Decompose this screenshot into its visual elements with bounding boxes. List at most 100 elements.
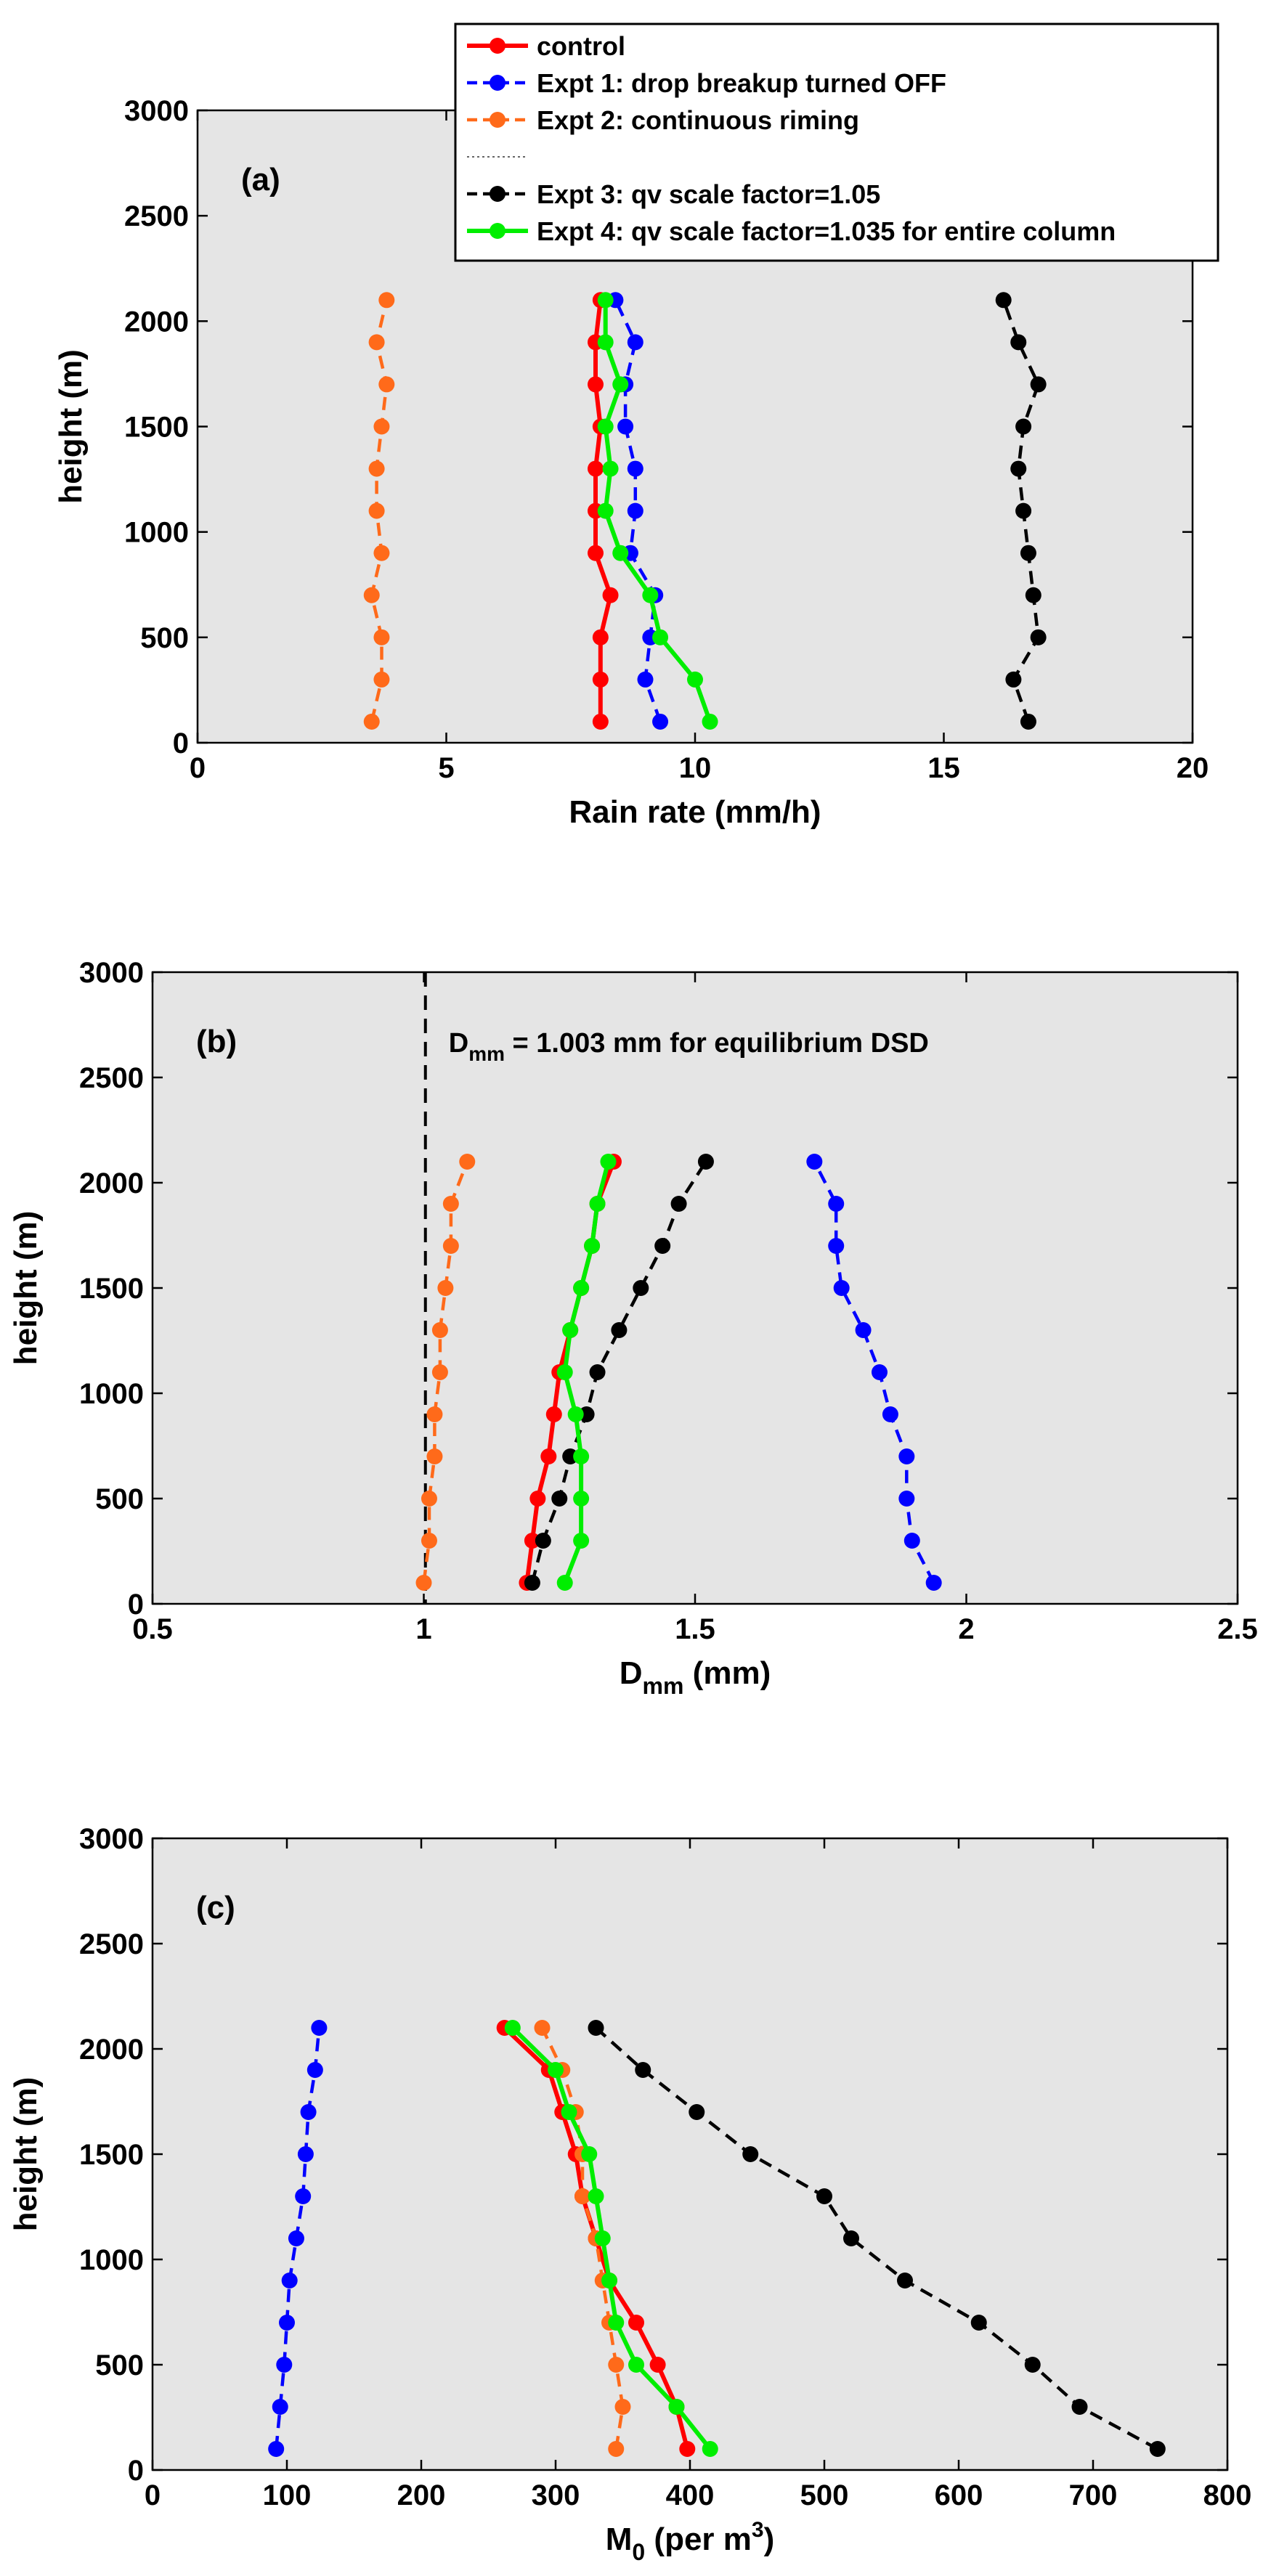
data-point bbox=[628, 2315, 644, 2331]
data-point bbox=[1020, 545, 1036, 561]
legend-label: control bbox=[537, 31, 625, 61]
data-point bbox=[268, 2441, 285, 2457]
data-point bbox=[297, 2146, 314, 2162]
data-point bbox=[368, 502, 385, 519]
data-point bbox=[421, 1491, 437, 1507]
y-tick-label: 2500 bbox=[79, 1062, 144, 1094]
x-tick-label: 0.5 bbox=[132, 1613, 173, 1645]
data-point bbox=[597, 502, 614, 519]
data-point bbox=[368, 460, 385, 477]
data-point bbox=[611, 1322, 628, 1338]
y-axis-label: height (m) bbox=[8, 2077, 44, 2232]
legend-marker bbox=[490, 223, 505, 239]
data-point bbox=[300, 2104, 317, 2120]
data-point bbox=[534, 2020, 551, 2036]
x-tick-label: 0 bbox=[190, 752, 206, 784]
series-expt-2-continuous-riming bbox=[415, 1154, 476, 1591]
panel-c: 0 100 200 300 400 500 600 700 800 0 500 1000 1500 200… bbox=[8, 1823, 1251, 2565]
data-point bbox=[1030, 629, 1047, 645]
x-axis-label: M0 (per m3) bbox=[606, 2518, 775, 2565]
legend-label: Expt 4: qv scale factor=1.035 for entire… bbox=[537, 216, 1116, 246]
x-tick-label: 700 bbox=[1069, 2479, 1118, 2511]
y-tick-label: 1500 bbox=[79, 1273, 144, 1305]
data-point bbox=[602, 587, 619, 603]
data-point bbox=[1024, 2357, 1041, 2373]
data-point bbox=[597, 292, 614, 309]
data-point bbox=[1010, 460, 1027, 477]
data-point bbox=[368, 334, 385, 351]
data-point bbox=[601, 2273, 617, 2288]
data-point bbox=[806, 1154, 823, 1170]
y-tick-label: 500 bbox=[95, 1483, 144, 1515]
data-point bbox=[373, 629, 390, 645]
data-point bbox=[898, 1448, 915, 1464]
series-line bbox=[594, 2026, 1158, 2450]
data-point bbox=[295, 2188, 312, 2204]
data-point bbox=[588, 2188, 604, 2204]
data-point bbox=[594, 2230, 611, 2246]
data-point bbox=[551, 1491, 568, 1507]
y-tick-label: 3000 bbox=[79, 957, 144, 989]
data-point bbox=[276, 2357, 293, 2373]
data-point bbox=[628, 2357, 644, 2373]
y-tick-label: 0 bbox=[128, 1589, 144, 1621]
data-point bbox=[459, 1154, 476, 1170]
data-point bbox=[1025, 587, 1041, 603]
data-point bbox=[288, 2230, 304, 2246]
data-point bbox=[311, 2020, 328, 2036]
legend-box bbox=[454, 23, 1219, 262]
legend-marker bbox=[490, 112, 505, 128]
data-point bbox=[556, 1364, 573, 1380]
y-tick-label: 2500 bbox=[79, 1928, 144, 1960]
data-point bbox=[597, 334, 614, 351]
x-axis-label: Rain rate (mm/h) bbox=[569, 794, 821, 830]
x-tick-label: 100 bbox=[263, 2479, 312, 2511]
data-point bbox=[898, 1491, 915, 1507]
data-point bbox=[633, 1280, 649, 1296]
data-point bbox=[556, 1575, 573, 1591]
data-point bbox=[654, 1238, 671, 1254]
data-point bbox=[627, 460, 643, 477]
x-tick-label: 200 bbox=[397, 2479, 446, 2511]
y-tick-label: 500 bbox=[140, 622, 189, 654]
data-point bbox=[702, 2441, 718, 2457]
data-point bbox=[668, 2399, 685, 2415]
data-point bbox=[567, 1406, 584, 1422]
panel-b: 0.5 1 1.5 2 2.5 0 500 1000 1500 2000 2500 3000 heigh… bbox=[8, 957, 1258, 1699]
data-point bbox=[608, 2315, 625, 2331]
data-point bbox=[592, 671, 609, 688]
y-tick-label: 3000 bbox=[124, 95, 189, 127]
data-point bbox=[378, 292, 395, 309]
data-point bbox=[592, 713, 609, 730]
data-point bbox=[742, 2146, 759, 2162]
data-point bbox=[415, 1575, 432, 1591]
y-tick-label: 1500 bbox=[124, 412, 189, 444]
data-point bbox=[529, 1491, 546, 1507]
data-point bbox=[897, 2273, 913, 2288]
panel-label: (b) bbox=[196, 1024, 237, 1059]
data-point bbox=[1015, 418, 1032, 435]
panel-label: (a) bbox=[241, 162, 280, 197]
data-point bbox=[602, 460, 619, 477]
data-point bbox=[584, 1238, 601, 1254]
data-point bbox=[649, 2357, 666, 2373]
x-tick-label: 5 bbox=[438, 752, 454, 784]
data-point bbox=[600, 1154, 617, 1170]
data-point bbox=[687, 671, 703, 688]
data-point bbox=[363, 587, 380, 603]
data-point bbox=[833, 1280, 850, 1296]
x-tick-label: 600 bbox=[935, 2479, 983, 2511]
data-point bbox=[617, 418, 634, 435]
data-point bbox=[588, 545, 604, 561]
data-point bbox=[442, 1238, 459, 1254]
legend-label: Expt 2: continuous riming bbox=[537, 105, 859, 135]
data-point bbox=[843, 2230, 859, 2246]
data-point bbox=[272, 2399, 288, 2415]
data-point bbox=[608, 2357, 625, 2373]
y-tick-label: 2500 bbox=[124, 200, 189, 232]
legend-label: Expt 1: drop breakup turned OFF bbox=[537, 68, 946, 98]
y-tick-label: 1000 bbox=[79, 1378, 144, 1410]
data-point bbox=[642, 587, 659, 603]
data-point bbox=[1020, 713, 1036, 730]
data-point bbox=[652, 629, 669, 645]
